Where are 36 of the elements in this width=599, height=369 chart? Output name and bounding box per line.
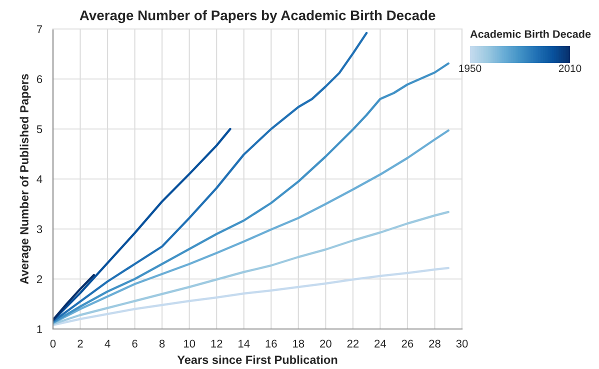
x-tick-label: 20 (320, 340, 332, 348)
y-tick-label: 1 (37, 325, 42, 334)
x-tick-label: 16 (266, 340, 277, 348)
x-tick-label: 4 (104, 340, 110, 348)
x-tick-label: 14 (238, 340, 250, 348)
y-tick-label: 5 (36, 125, 42, 134)
x-tick-label: 18 (293, 340, 304, 348)
y-tick-label: 2 (36, 275, 42, 284)
x-tick-label: 10 (184, 340, 196, 348)
line-series (53, 32, 368, 323)
y-tick-label: 3 (36, 225, 42, 234)
color-bar-label: 2010 (558, 64, 582, 72)
y-tick-label: 6 (36, 75, 42, 84)
x-tick-label: 28 (429, 340, 440, 348)
color-bar-label: 1950 (459, 64, 482, 72)
line-series (53, 128, 232, 322)
line-series (53, 129, 450, 324)
chart-title: Average Number of Papers by Academic Birth Decade (80, 10, 436, 24)
x-tick-label: 8 (159, 340, 165, 348)
y-tick-label: 7 (36, 25, 42, 34)
x-tick-label: 22 (347, 340, 359, 348)
line-series (53, 274, 96, 322)
line-series (53, 62, 450, 324)
x-tick-label: 30 (456, 340, 468, 348)
x-tick-label: 26 (402, 340, 414, 348)
y-tick-label: 4 (36, 175, 42, 184)
x-axis-title: Years since First Publication (177, 355, 338, 364)
x-tick-label: 12 (211, 340, 222, 348)
x-tick-label: 0 (50, 340, 56, 348)
x-tick-label: 2 (78, 340, 83, 348)
line-series (53, 210, 450, 326)
y-axis-title: Average Number of Published Papers (20, 74, 31, 284)
line-series (53, 266, 450, 326)
x-tick-label: 24 (374, 340, 386, 348)
x-tick-label: 6 (132, 340, 138, 348)
color-bar-title: Academic Birth Decade (470, 30, 591, 38)
